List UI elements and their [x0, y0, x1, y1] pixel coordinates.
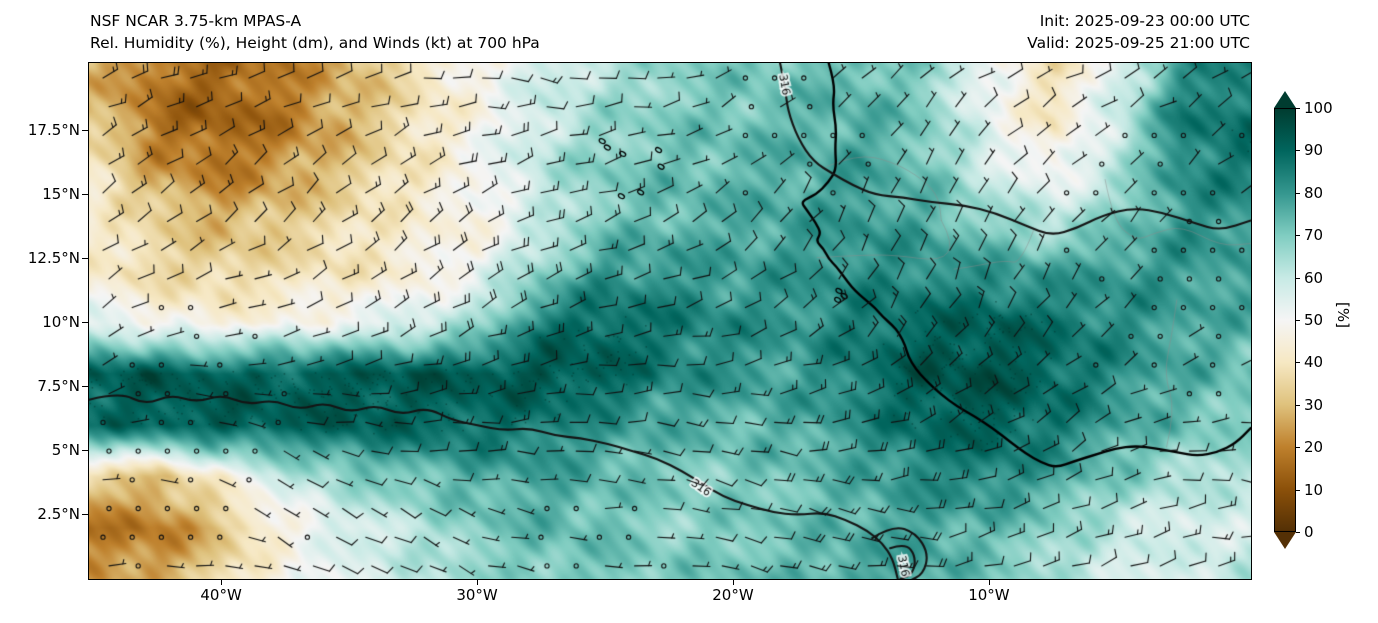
model-title: NSF NCAR 3.75-km MPAS-A: [90, 12, 302, 30]
y-tick-label: 15°N: [42, 184, 80, 203]
colorbar-tick-label: 50: [1304, 311, 1324, 329]
y-tick-label: 2.5°N: [37, 504, 80, 523]
x-tick-label: 40°W: [200, 586, 242, 604]
x-tick-label: 10°W: [968, 586, 1010, 604]
colorbar-tick-mark: [1296, 532, 1300, 533]
x-tick-label: 20°W: [712, 586, 754, 604]
colorbar-extend-max-arrow: [1274, 91, 1296, 108]
y-tick-label: 12.5°N: [27, 248, 80, 267]
colorbar-tick-label: 70: [1304, 226, 1324, 245]
colorbar-tick-mark: [1296, 235, 1300, 237]
map-frame: [88, 62, 1252, 580]
colorbar-unit-label: [%]: [1333, 302, 1352, 328]
colorbar-tick-label: 40: [1304, 353, 1324, 372]
colorbar-tick-mark: [1296, 489, 1300, 491]
x-tick-mark: [477, 579, 479, 585]
x-tick-label: 30°W: [456, 586, 498, 604]
product-title: Rel. Humidity (%), Height (dm), and Wind…: [90, 34, 540, 52]
valid-time: Valid: 2025-09-25 21:00 UTC: [1027, 34, 1250, 52]
colorbar: [1274, 108, 1296, 532]
init-time: Init: 2025-09-23 00:00 UTC: [1039, 12, 1250, 30]
colorbar-extend-min-arrow: [1274, 532, 1296, 549]
y-tick-mark: [82, 193, 88, 195]
weather-map-canvas: [89, 63, 1251, 579]
colorbar-tick-mark: [1296, 404, 1300, 406]
y-tick-mark: [82, 129, 88, 131]
colorbar-tick-label: 0: [1304, 523, 1314, 541]
colorbar-tick-label: 80: [1304, 183, 1324, 202]
y-tick-label: 17.5°N: [27, 120, 80, 139]
colorbar-tick-label: 100: [1304, 99, 1333, 117]
y-tick-mark: [82, 449, 88, 451]
colorbar-tick-label: 10: [1304, 480, 1324, 499]
y-tick-mark: [82, 385, 88, 387]
y-tick-label: 7.5°N: [37, 376, 80, 395]
colorbar-tick-mark: [1296, 277, 1300, 279]
colorbar-tick-label: 30: [1304, 395, 1324, 414]
x-tick-mark: [732, 579, 734, 585]
colorbar-tick-mark: [1296, 192, 1300, 194]
x-tick-mark: [221, 579, 223, 585]
colorbar-tick-mark: [1296, 150, 1300, 152]
colorbar-tick-mark: [1296, 320, 1300, 321]
y-tick-mark: [82, 513, 88, 515]
colorbar-tick-mark: [1296, 447, 1300, 449]
y-tick-label: 10°N: [42, 312, 80, 331]
colorbar-tick-label: 20: [1304, 438, 1324, 457]
colorbar-tick-label: 90: [1304, 141, 1324, 160]
y-tick-mark: [82, 257, 88, 259]
y-tick-mark: [82, 321, 88, 323]
colorbar-tick-label: 60: [1304, 268, 1324, 287]
x-tick-mark: [988, 579, 990, 585]
colorbar-tick-mark: [1296, 362, 1300, 364]
colorbar-tick-mark: [1296, 108, 1300, 109]
y-tick-label: 5°N: [51, 440, 80, 459]
